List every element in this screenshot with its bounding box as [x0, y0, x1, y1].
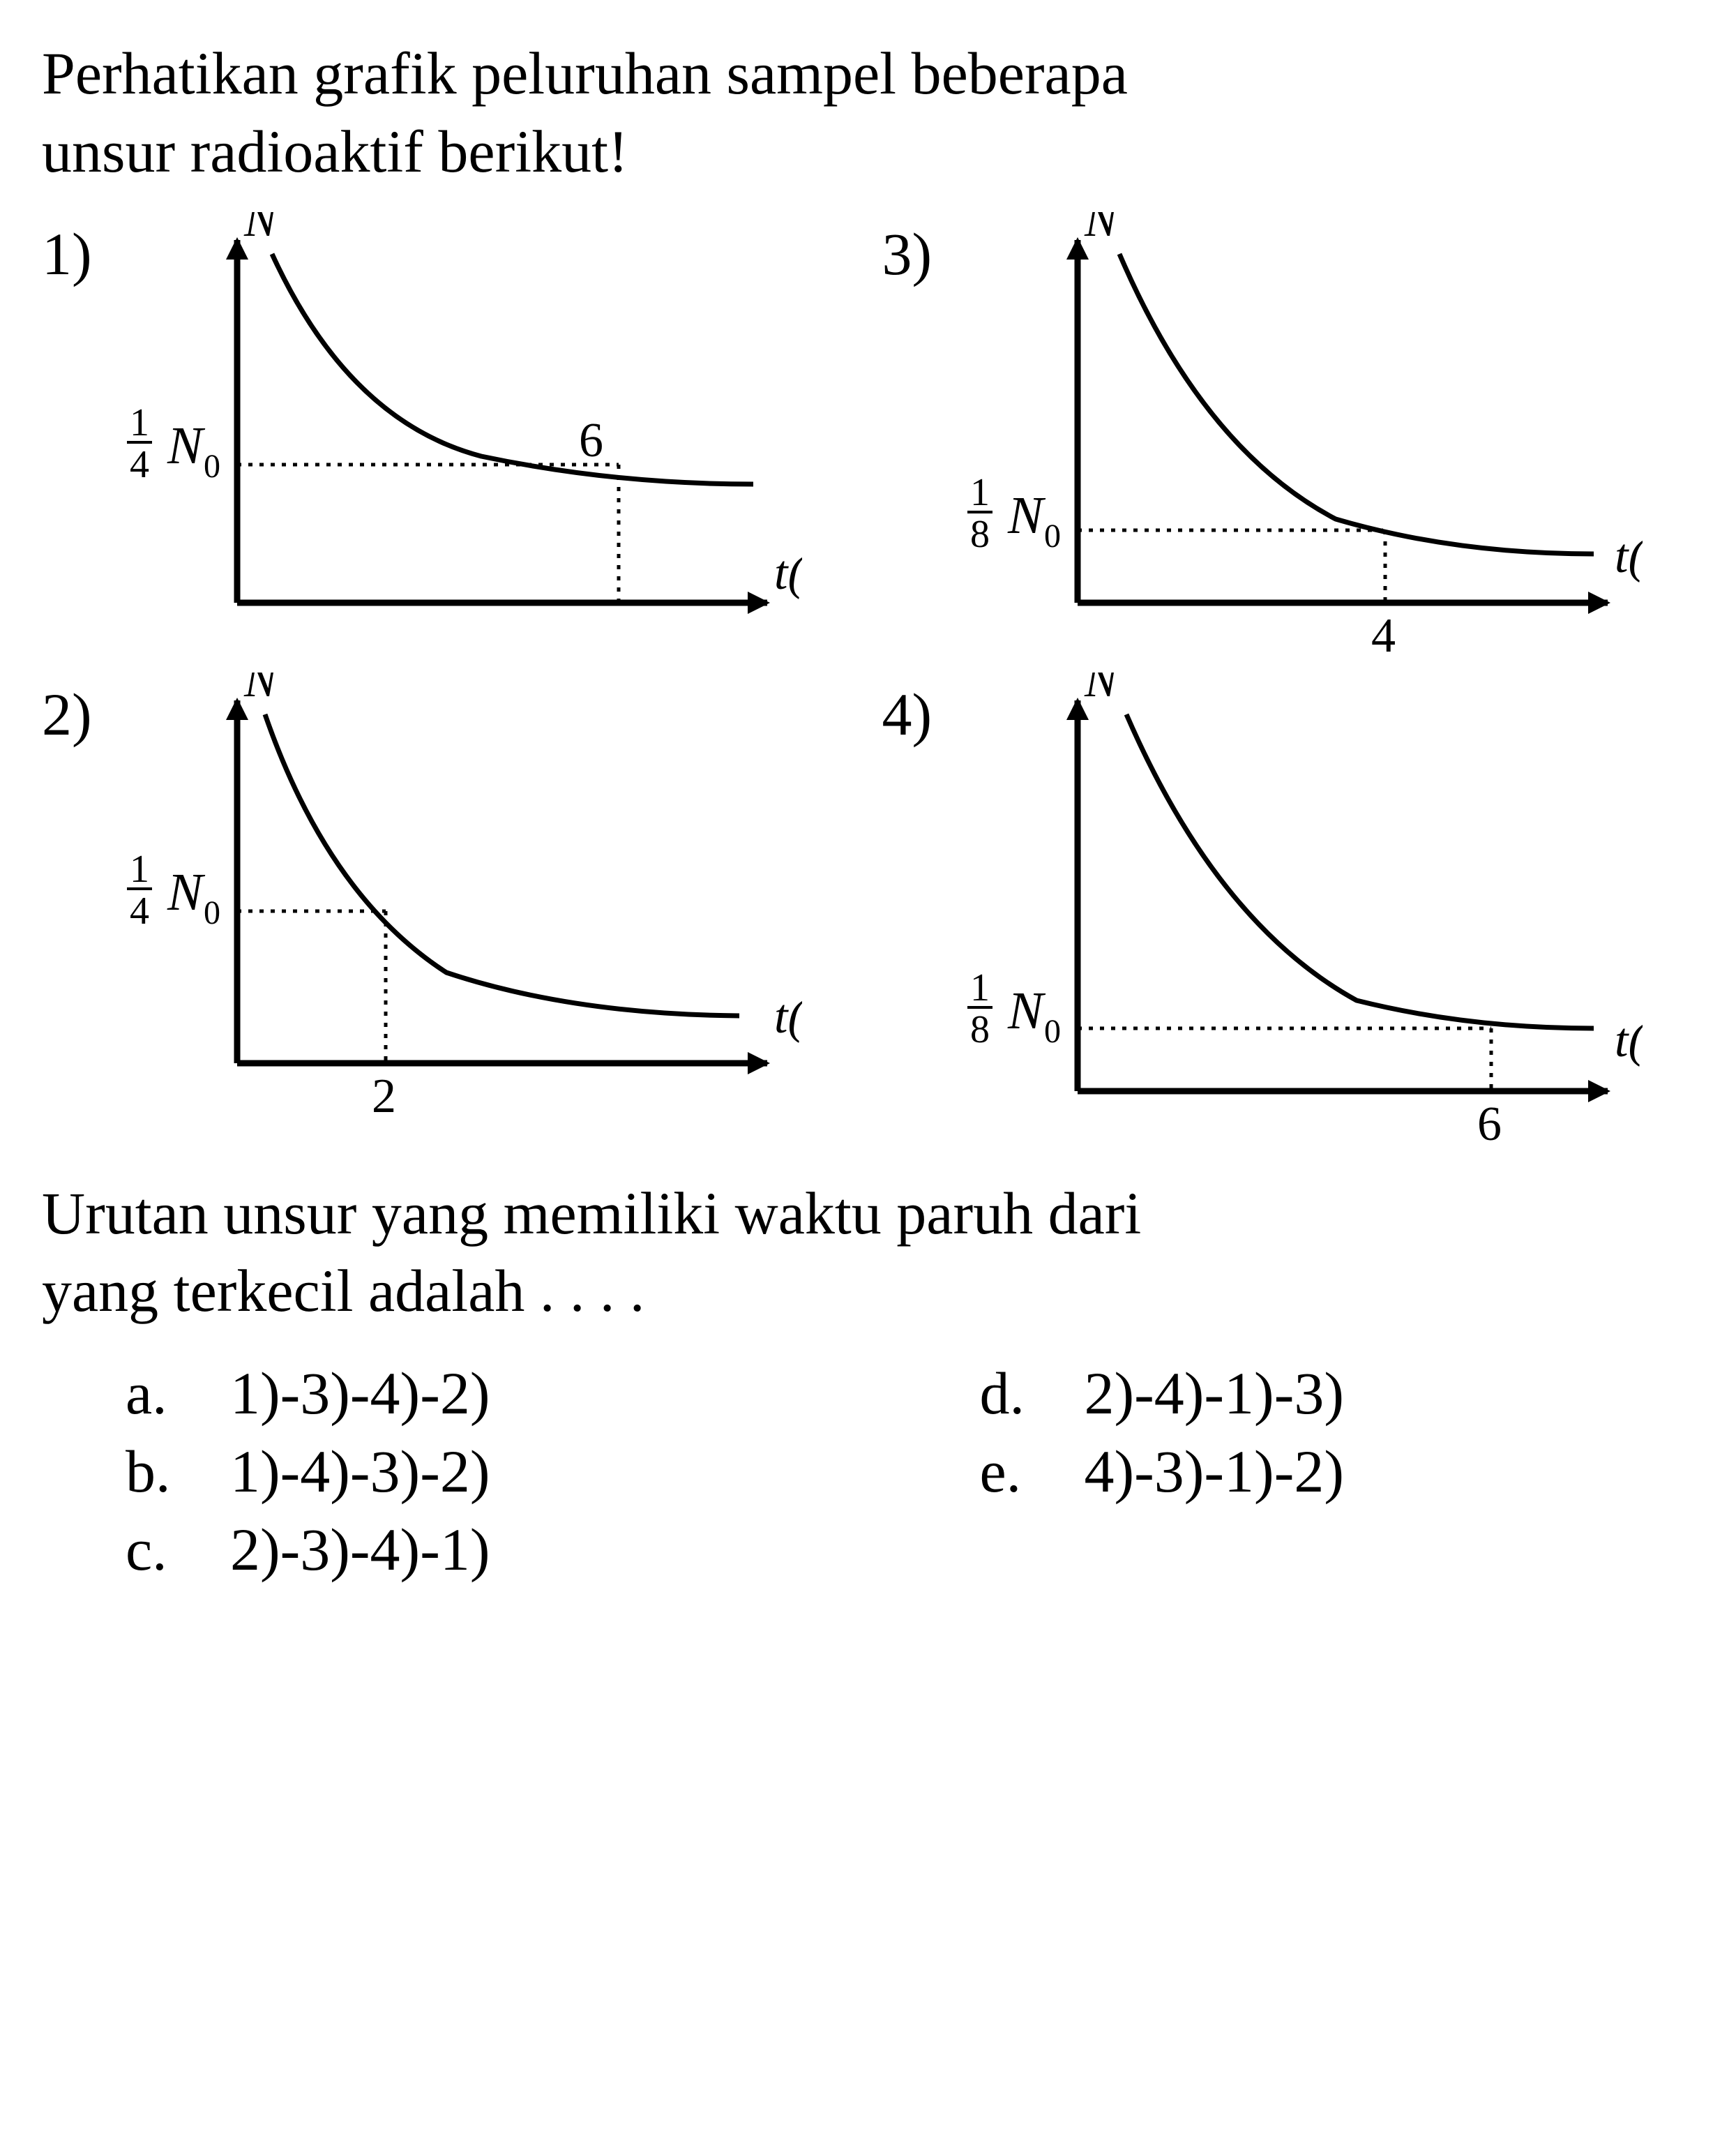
y-marker-sub: 0 [204, 894, 220, 931]
y-marker-label-group: 1 8 N 0 [967, 471, 1061, 556]
decay-graph-3: N t(s) 4 1 8 N 0 [959, 212, 1643, 659]
frac-den: 8 [970, 513, 990, 556]
graph-cell-3: 3) N t(s) 4 1 8 [882, 212, 1695, 659]
x-axis-label: t(s) [774, 990, 802, 1044]
graph-svg-wrap-2: N t(s) 2 1 4 N 0 [119, 673, 802, 1119]
x-axis-arrow [1588, 1080, 1610, 1102]
option-b: b. 1)-4)-3)-2) [126, 1436, 840, 1506]
option-letter-b: b. [126, 1436, 230, 1506]
option-e: e. 4)-3)-1)-2) [980, 1436, 1695, 1506]
y-marker-N: N [1007, 486, 1046, 545]
option-letter-a: a. [126, 1358, 230, 1428]
y-axis-label: N [243, 212, 279, 247]
followup-line-1: Urutan unsur yang memiliki waktu paruh d… [42, 1180, 1141, 1247]
x-axis-label: t(s) [1615, 1014, 1643, 1067]
frac-num: 1 [970, 966, 990, 1009]
followup-line-2: yang terkecil adalah . . . . [42, 1257, 644, 1324]
frac-den: 4 [130, 443, 149, 486]
y-marker-N: N [1007, 982, 1046, 1040]
y-marker-sub: 0 [1044, 518, 1061, 555]
y-marker-sub: 0 [204, 448, 220, 485]
decay-graph-1: N t(s) 6 1 4 N 0 [119, 212, 802, 659]
x-axis-label: t(s) [774, 546, 802, 600]
option-text-b: 1)-4)-3)-2) [230, 1436, 490, 1506]
y-marker-label-group: 1 8 N 0 [967, 966, 1061, 1051]
followup-text: Urutan unsur yang memiliki waktu paruh d… [42, 1175, 1694, 1331]
y-axis-label: N [1084, 673, 1119, 707]
decay-graph-4: N t(s) 6 1 8 N 0 [959, 673, 1643, 1147]
option-text-d: 2)-4)-1)-3) [1085, 1358, 1344, 1428]
options-list: a. 1)-3)-4)-2) d. 2)-4)-1)-3) b. 1)-4)-3… [42, 1358, 1694, 1584]
option-letter-c: c. [126, 1515, 230, 1584]
graph-cell-1: 1) N t(s) 6 [42, 212, 854, 659]
decay-curve [265, 714, 739, 1016]
decay-graph-2: N t(s) 2 1 4 N 0 [119, 673, 802, 1119]
option-d: d. 2)-4)-1)-3) [980, 1358, 1695, 1428]
graph-number-3: 3) [882, 219, 952, 289]
graph-cell-4: 4) N t(s) 6 1 8 [882, 673, 1695, 1147]
option-text-a: 1)-3)-4)-2) [230, 1358, 490, 1428]
option-a: a. 1)-3)-4)-2) [126, 1358, 840, 1428]
x-axis-arrow [748, 1052, 770, 1074]
x-marker-label: 6 [579, 414, 603, 467]
option-letter-d: d. [980, 1358, 1085, 1428]
y-marker-label-group: 1 4 N 0 [127, 401, 220, 486]
graph-number-4: 4) [882, 680, 952, 749]
decay-curve [272, 254, 753, 484]
y-marker-label-group: 1 4 N 0 [127, 848, 220, 933]
graph-svg-wrap-4: N t(s) 6 1 8 N 0 [959, 673, 1643, 1147]
option-text-e: 4)-3)-1)-2) [1085, 1436, 1344, 1506]
frac-num: 1 [970, 471, 990, 514]
frac-num: 1 [130, 401, 149, 444]
x-axis-arrow [748, 592, 770, 614]
graph-cell-2: 2) N t(s) 2 1 4 [42, 673, 854, 1147]
frac-num: 1 [130, 848, 149, 891]
x-marker-label: 6 [1477, 1097, 1502, 1147]
y-axis-label: N [1084, 212, 1119, 247]
y-axis-label: N [243, 673, 279, 707]
y-marker-N: N [167, 863, 206, 922]
graph-number-2: 2) [42, 680, 112, 749]
x-axis-arrow [1588, 592, 1610, 614]
option-c: c. 2)-3)-4)-1) [126, 1515, 840, 1584]
y-marker-sub: 0 [1044, 1013, 1061, 1050]
option-text-c: 2)-3)-4)-1) [230, 1515, 490, 1584]
x-marker-label: 4 [1371, 609, 1396, 659]
decay-curve [1126, 714, 1594, 1028]
question-line-1: Perhatikan grafik peluruhan sampel beber… [42, 40, 1128, 107]
x-marker-label: 2 [372, 1069, 396, 1119]
graph-number-1: 1) [42, 219, 112, 289]
graphs-grid: 1) N t(s) 6 [42, 212, 1694, 1147]
graph-svg-wrap-1: N t(s) 6 1 4 N 0 [119, 212, 802, 659]
decay-curve [1119, 254, 1594, 554]
question-text: Perhatikan grafik peluruhan sampel beber… [42, 35, 1694, 191]
frac-den: 4 [130, 889, 149, 933]
graph-svg-wrap-3: N t(s) 4 1 8 N 0 [959, 212, 1643, 659]
option-letter-e: e. [980, 1436, 1085, 1506]
question-line-2: unsur radioaktif berikut! [42, 118, 628, 185]
y-marker-N: N [167, 416, 206, 475]
frac-den: 8 [970, 1008, 990, 1051]
x-axis-label: t(s) [1615, 530, 1643, 583]
